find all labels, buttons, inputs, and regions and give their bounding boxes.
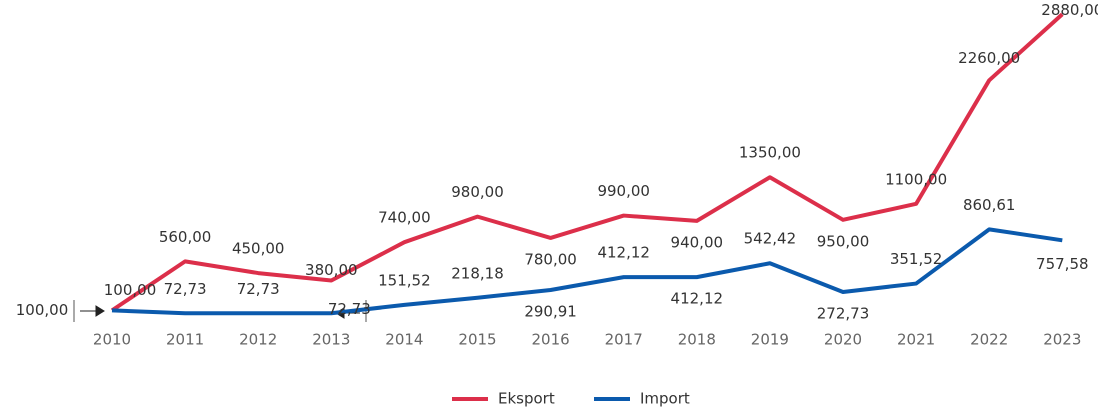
data-label: 272,73 bbox=[817, 304, 870, 322]
data-label: 412,12 bbox=[671, 290, 724, 308]
x-tick-label: 2011 bbox=[166, 331, 204, 349]
data-label: 1350,00 bbox=[739, 144, 801, 162]
data-label: 290,91 bbox=[524, 303, 577, 321]
x-tick-label: 2021 bbox=[897, 331, 935, 349]
x-tick-label: 2013 bbox=[312, 331, 350, 349]
data-label: 351,52 bbox=[890, 250, 943, 268]
data-label: 2260,00 bbox=[958, 49, 1020, 67]
x-tick-label: 2010 bbox=[93, 331, 131, 349]
data-label: 757,58 bbox=[1036, 255, 1089, 273]
x-tick-label: 2019 bbox=[751, 331, 789, 349]
data-label: 940,00 bbox=[671, 233, 724, 251]
x-tick-label: 2012 bbox=[239, 331, 277, 349]
data-label: 72,73 bbox=[237, 280, 280, 298]
data-label: 780,00 bbox=[524, 250, 577, 268]
x-tick-label: 2015 bbox=[458, 331, 496, 349]
data-label: 990,00 bbox=[597, 182, 650, 200]
legend-label: Import bbox=[640, 390, 690, 408]
data-label: 980,00 bbox=[451, 183, 504, 201]
data-label: 151,52 bbox=[378, 271, 431, 289]
data-label: 860,61 bbox=[963, 196, 1016, 214]
decor-arrow bbox=[80, 305, 105, 317]
x-tick-label: 2023 bbox=[1043, 331, 1081, 349]
data-label: 100,00 bbox=[104, 281, 157, 299]
data-label: 950,00 bbox=[817, 232, 870, 250]
series-line bbox=[110, 12, 1064, 313]
x-tick-label: 2014 bbox=[385, 331, 423, 349]
series-line bbox=[111, 227, 1063, 316]
legend-label: Eksport bbox=[498, 390, 555, 408]
data-label: 450,00 bbox=[232, 240, 285, 258]
data-label: 740,00 bbox=[378, 209, 431, 227]
data-label: 72,73 bbox=[164, 280, 207, 298]
data-label: 72,73 bbox=[328, 300, 371, 318]
data-label: 2880,00 bbox=[1041, 1, 1098, 19]
x-tick-label: 2020 bbox=[824, 331, 862, 349]
data-label: 542,42 bbox=[744, 230, 797, 248]
x-tick-label: 2022 bbox=[970, 331, 1008, 349]
data-label: 380,00 bbox=[305, 261, 358, 279]
data-label: 100,00 bbox=[16, 301, 69, 319]
data-label: 1100,00 bbox=[885, 170, 947, 188]
data-label: 560,00 bbox=[159, 228, 212, 246]
data-label: 412,12 bbox=[597, 244, 650, 262]
x-tick-label: 2018 bbox=[678, 331, 716, 349]
x-tick-label: 2016 bbox=[532, 331, 570, 349]
data-label: 218,18 bbox=[451, 264, 504, 282]
x-tick-label: 2017 bbox=[605, 331, 643, 349]
